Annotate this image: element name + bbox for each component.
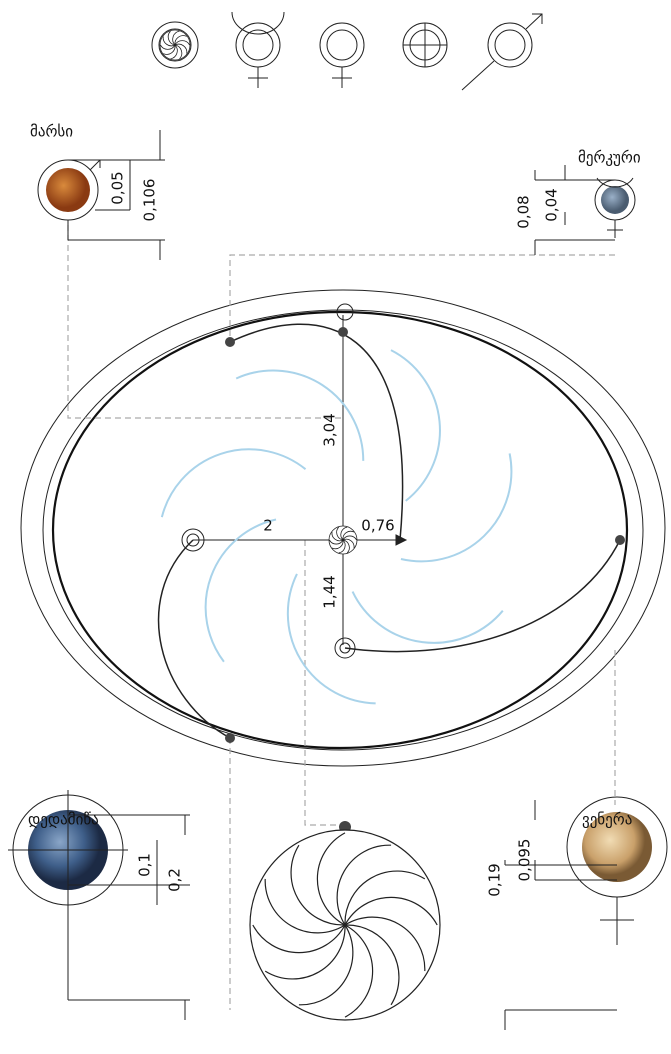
mars: მარსი 0,05 0,106 (30, 123, 165, 260)
swirl-arm (336, 526, 344, 541)
swirl-arm (336, 844, 392, 926)
axes (193, 315, 400, 645)
swirl-arm (331, 539, 344, 550)
swirl-arm (174, 35, 187, 46)
swirl-arm (316, 832, 346, 926)
swirl-arm (342, 535, 357, 541)
swirl-arm (342, 539, 350, 554)
planet-name: მარსი (30, 123, 73, 141)
swirl-arm (162, 36, 176, 47)
dimension: 3,04 (321, 413, 339, 446)
dimension: 0,05 (109, 171, 127, 204)
swirl-arm (340, 526, 348, 541)
guides (67, 225, 616, 1010)
planet-name: მერკური (578, 149, 641, 167)
dimension: 0,106 (141, 179, 159, 222)
orbits (20, 289, 666, 767)
swirl-arm (264, 924, 346, 980)
planet-name: ვენერა (582, 811, 632, 829)
swirl-arm (331, 531, 344, 542)
dimension: 0,08 (515, 195, 533, 228)
light-arc (400, 453, 513, 563)
planet-name: დედამიწა (28, 811, 99, 829)
swirl-arm (174, 40, 190, 46)
swirl-arm (338, 539, 346, 554)
swirl-arm (342, 530, 355, 541)
orbit-points (225, 327, 625, 833)
swirl-arm (160, 44, 176, 50)
mercury: მერკური 0,08 0,04 (515, 149, 641, 255)
swirl-arm (298, 924, 354, 1006)
swirl-arm (344, 896, 438, 926)
swirl-arm (329, 539, 344, 545)
dimension: 0,1 (136, 853, 154, 877)
light-arc (351, 591, 504, 644)
symbols (151, 11, 543, 91)
dimension: 2 (263, 517, 273, 535)
swirl-arm (290, 844, 346, 926)
light-arc (390, 349, 441, 502)
spiral-paths (157, 323, 621, 739)
orbit-markers (181, 303, 408, 659)
swirl-arm (342, 538, 355, 549)
swirl-arm (344, 916, 426, 972)
light-arcs (160, 349, 513, 705)
light-arc (286, 573, 376, 705)
venus: ვენერა 0,19 0,095 (486, 796, 668, 1030)
swirl-arm (344, 870, 426, 926)
swirl-arm (163, 44, 176, 55)
light-arc (235, 369, 365, 461)
light-arc (204, 518, 277, 663)
dimension: 0,19 (486, 863, 504, 896)
swirl-arm (170, 44, 178, 60)
swirl-arm (172, 30, 180, 46)
sun-small (328, 525, 358, 555)
dimension: 0,095 (516, 839, 534, 882)
swirl-arm (344, 924, 400, 1006)
earth: დედამიწა 0,1 0,2 (8, 790, 190, 1020)
dimension: 1,44 (321, 575, 339, 608)
swirl-arm (174, 43, 188, 54)
sun-large (249, 829, 441, 1021)
swirl-arm (252, 924, 346, 954)
light-arc (160, 448, 307, 518)
swirl-arm (344, 924, 374, 1018)
swirl-arm (167, 30, 176, 46)
swirl-arm (174, 44, 183, 60)
dimension: 0,2 (166, 868, 184, 892)
swirl-arm (264, 878, 346, 934)
dimension: 0,76 (361, 517, 394, 535)
dimension: 0,04 (543, 188, 561, 221)
